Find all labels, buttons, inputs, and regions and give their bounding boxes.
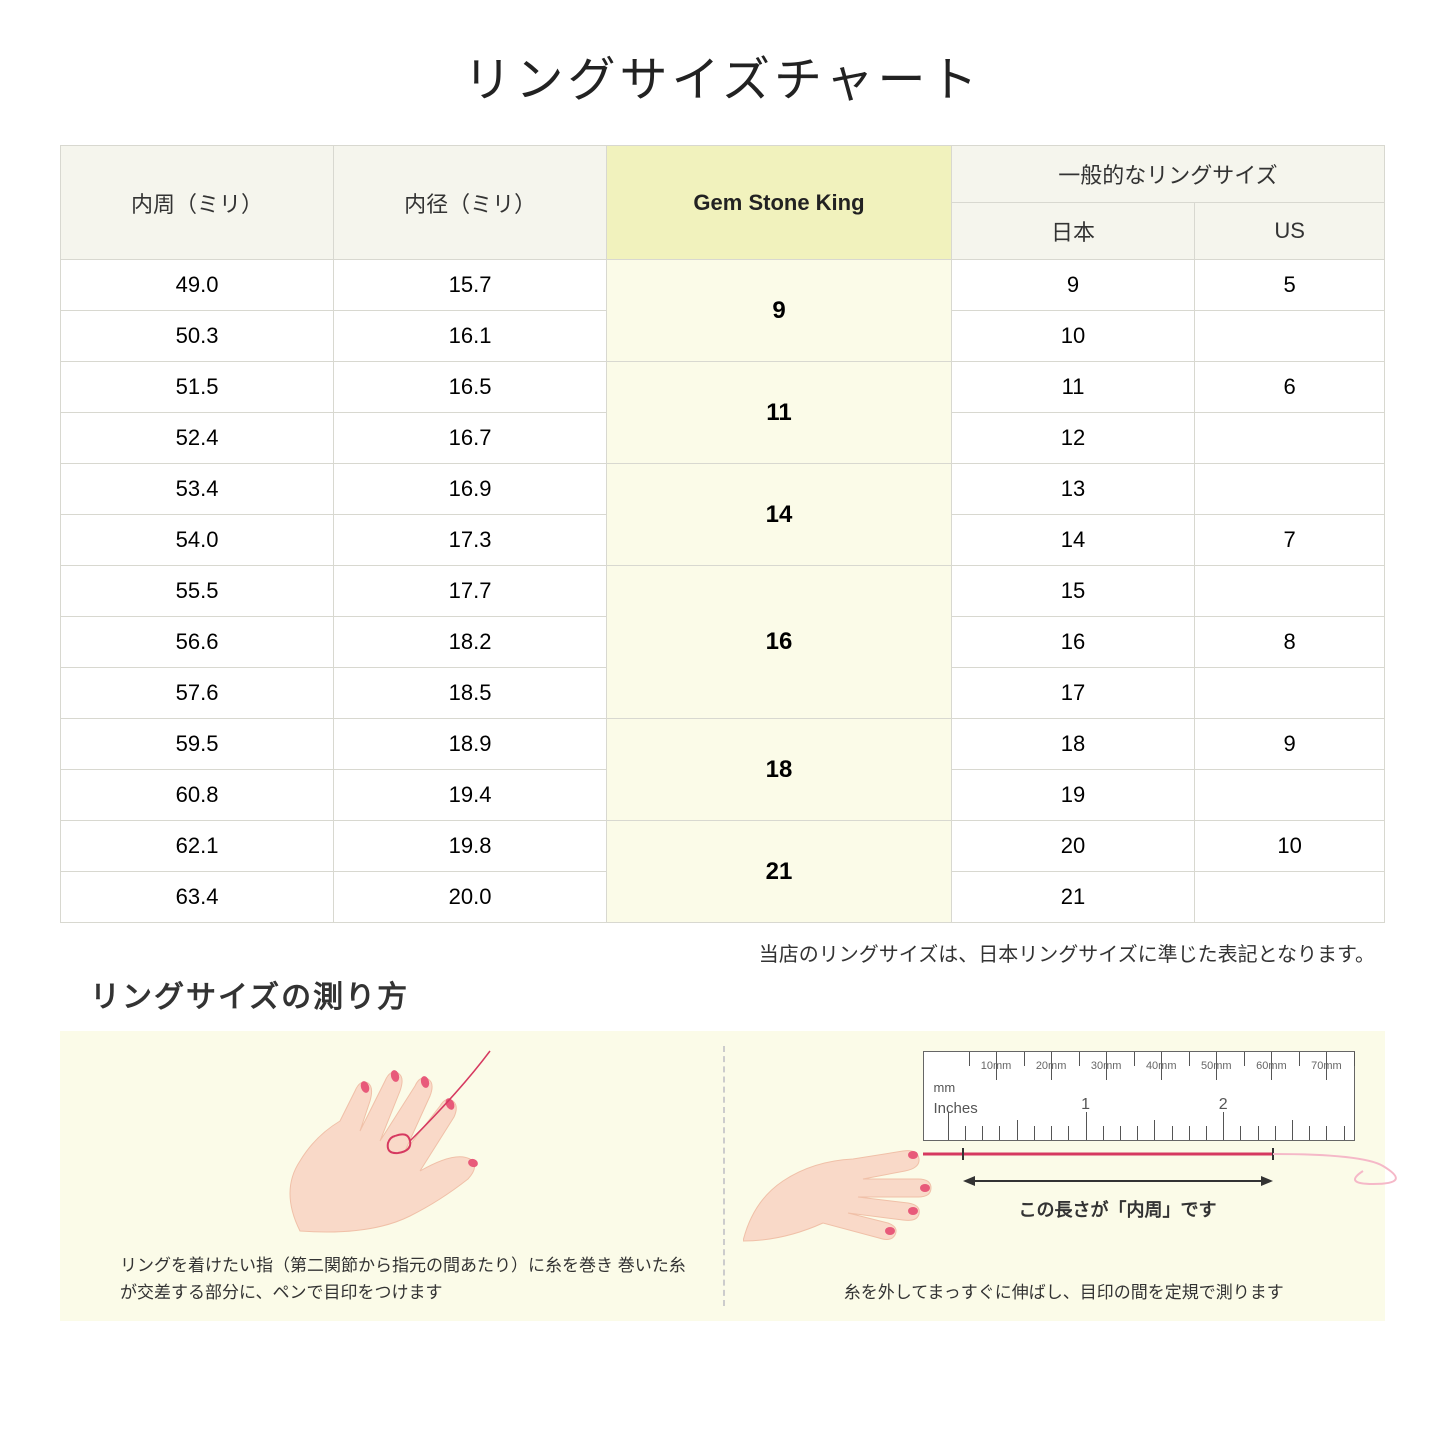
- cell-diameter: 18.5: [334, 668, 607, 719]
- hand-measure-illustration: [743, 1091, 943, 1251]
- cell-japan: 19: [951, 770, 1194, 821]
- cell-circumference: 59.5: [61, 719, 334, 770]
- table-row: 55.517.71615: [61, 566, 1385, 617]
- cell-us: 5: [1195, 260, 1385, 311]
- cell-diameter: 17.3: [334, 515, 607, 566]
- header-circumference: 内周（ミリ）: [61, 146, 334, 260]
- cell-circumference: 50.3: [61, 311, 334, 362]
- table-row: 49.015.7995: [61, 260, 1385, 311]
- cell-diameter: 18.2: [334, 617, 607, 668]
- howto-title: リングサイズの測り方: [90, 972, 1385, 1016]
- cell-us: [1195, 566, 1385, 617]
- length-label: この長さが「内周」です: [963, 1196, 1273, 1222]
- howto-step-2: 10mm20mm30mm40mm50mm60mm70mm12 mm Inches…: [723, 1031, 1386, 1321]
- ruler-illustration: 10mm20mm30mm40mm50mm60mm70mm12 mm Inches: [923, 1051, 1356, 1141]
- page-title: リングサイズチャート: [60, 40, 1385, 110]
- cell-gsk: 9: [607, 260, 952, 362]
- table-row: 62.119.8212010: [61, 821, 1385, 872]
- cell-gsk: 21: [607, 821, 952, 923]
- table-row: 59.518.918189: [61, 719, 1385, 770]
- header-general: 一般的なリングサイズ: [951, 146, 1384, 203]
- cell-japan: 18: [951, 719, 1194, 770]
- howto-step-1-text: リングを着けたい指（第二関節から指元の間あたり）に糸を巻き 巻いた糸が交差する部…: [120, 1252, 703, 1306]
- header-diameter: 内径（ミリ）: [334, 146, 607, 260]
- cell-circumference: 63.4: [61, 872, 334, 923]
- table-header: 内周（ミリ） 内径（ミリ） Gem Stone King 一般的なリングサイズ …: [61, 146, 1385, 260]
- cell-us: [1195, 413, 1385, 464]
- header-gsk: Gem Stone King: [607, 146, 952, 260]
- table-row: 53.416.91413: [61, 464, 1385, 515]
- measurement-arrow: この長さが「内周」です: [963, 1171, 1273, 1222]
- cell-gsk: 14: [607, 464, 952, 566]
- cell-us: [1195, 311, 1385, 362]
- cell-circumference: 54.0: [61, 515, 334, 566]
- cell-gsk: 18: [607, 719, 952, 821]
- footnote: 当店のリングサイズは、日本リングサイズに準じた表記となります。: [60, 938, 1375, 967]
- hand-wrap-illustration: [260, 1041, 520, 1241]
- howto-step-2-text: 糸を外してまっすぐに伸ばし、目印の間を定規で測ります: [763, 1279, 1366, 1306]
- cell-diameter: 17.7: [334, 566, 607, 617]
- cell-diameter: 16.7: [334, 413, 607, 464]
- table-row: 51.516.511116: [61, 362, 1385, 413]
- cell-us: 8: [1195, 617, 1385, 668]
- cell-circumference: 56.6: [61, 617, 334, 668]
- cell-circumference: 51.5: [61, 362, 334, 413]
- cell-circumference: 60.8: [61, 770, 334, 821]
- cell-diameter: 16.1: [334, 311, 607, 362]
- cell-diameter: 16.5: [334, 362, 607, 413]
- ring-size-table: 内周（ミリ） 内径（ミリ） Gem Stone King 一般的なリングサイズ …: [60, 145, 1385, 923]
- cell-gsk: 16: [607, 566, 952, 719]
- cell-us: [1195, 770, 1385, 821]
- cell-japan: 9: [951, 260, 1194, 311]
- cell-circumference: 52.4: [61, 413, 334, 464]
- howto-panel: リングを着けたい指（第二関節から指元の間あたり）に糸を巻き 巻いた糸が交差する部…: [60, 1031, 1385, 1321]
- cell-japan: 14: [951, 515, 1194, 566]
- cell-us: 10: [1195, 821, 1385, 872]
- cell-diameter: 19.4: [334, 770, 607, 821]
- table-body: 49.015.799550.316.11051.516.51111652.416…: [61, 260, 1385, 923]
- cell-circumference: 53.4: [61, 464, 334, 515]
- cell-gsk: 11: [607, 362, 952, 464]
- cell-japan: 15: [951, 566, 1194, 617]
- ruler-mm-label: mm: [934, 1080, 956, 1095]
- cell-us: 9: [1195, 719, 1385, 770]
- cell-us: 6: [1195, 362, 1385, 413]
- cell-circumference: 57.6: [61, 668, 334, 719]
- cell-diameter: 16.9: [334, 464, 607, 515]
- cell-japan: 21: [951, 872, 1194, 923]
- cell-circumference: 55.5: [61, 566, 334, 617]
- cell-japan: 13: [951, 464, 1194, 515]
- header-japan: 日本: [951, 203, 1194, 260]
- cell-japan: 12: [951, 413, 1194, 464]
- cell-us: [1195, 668, 1385, 719]
- cell-diameter: 19.8: [334, 821, 607, 872]
- cell-us: 7: [1195, 515, 1385, 566]
- cell-diameter: 18.9: [334, 719, 607, 770]
- cell-us: [1195, 464, 1385, 515]
- cell-japan: 17: [951, 668, 1194, 719]
- cell-circumference: 49.0: [61, 260, 334, 311]
- cell-circumference: 62.1: [61, 821, 334, 872]
- cell-diameter: 20.0: [334, 872, 607, 923]
- cell-us: [1195, 872, 1385, 923]
- cell-japan: 10: [951, 311, 1194, 362]
- cell-japan: 16: [951, 617, 1194, 668]
- cell-japan: 20: [951, 821, 1194, 872]
- cell-diameter: 15.7: [334, 260, 607, 311]
- cell-japan: 11: [951, 362, 1194, 413]
- ruler-in-label: Inches: [934, 1100, 978, 1117]
- howto-step-1: リングを着けたい指（第二関節から指元の間あたり）に糸を巻き 巻いた糸が交差する部…: [60, 1031, 723, 1321]
- header-us: US: [1195, 203, 1385, 260]
